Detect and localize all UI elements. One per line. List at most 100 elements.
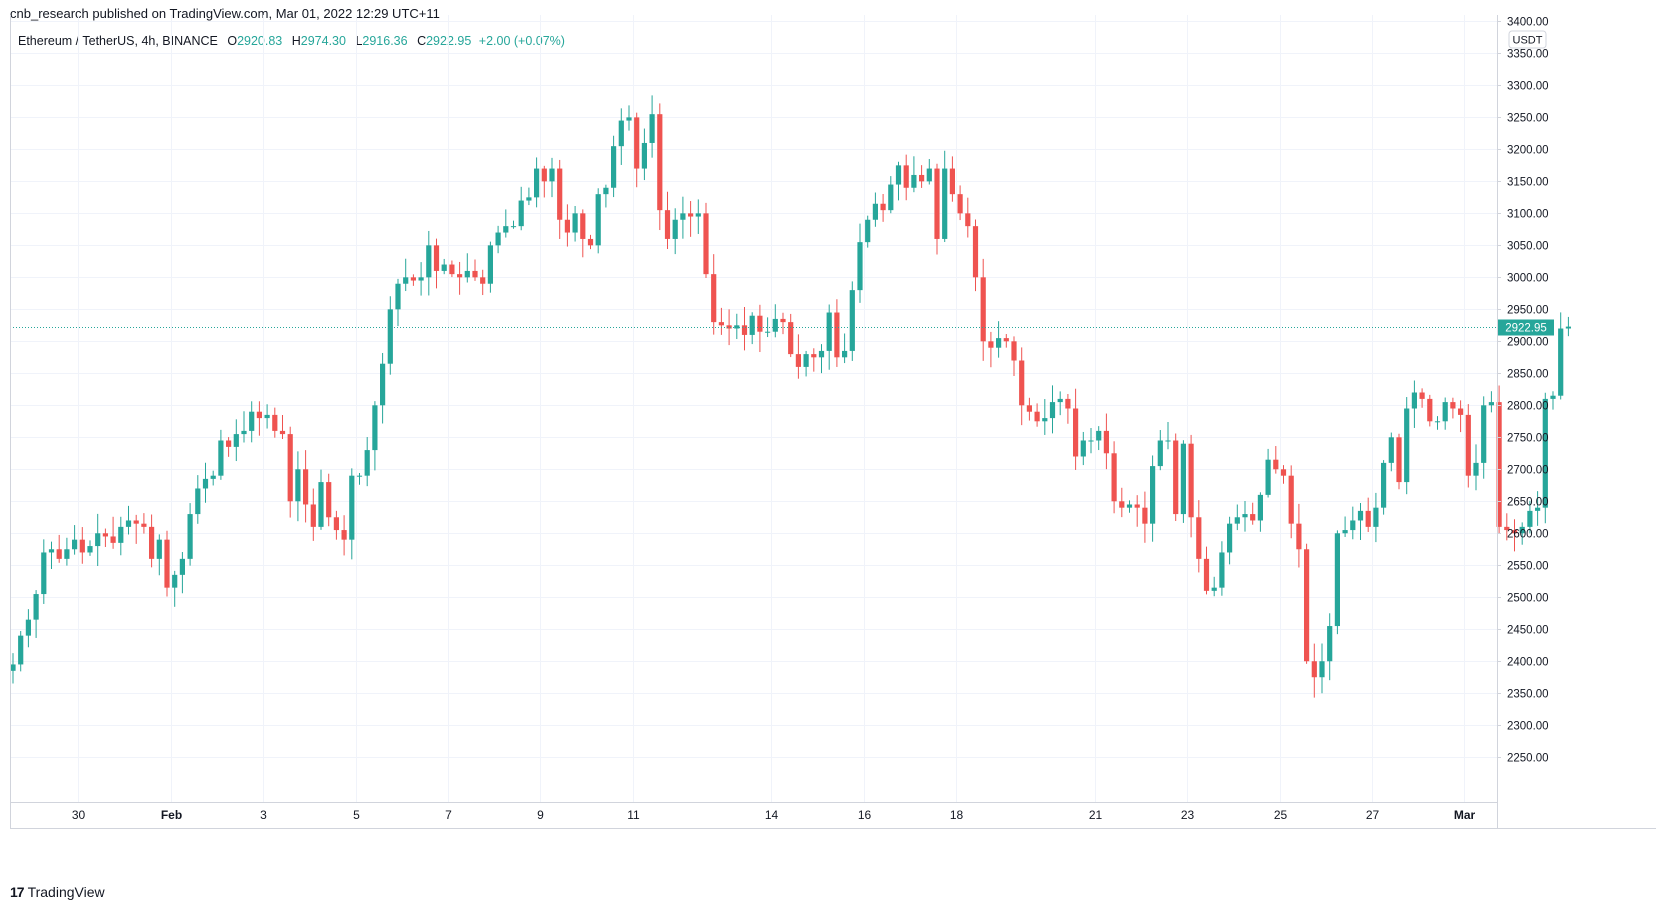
candle: [426, 230, 432, 296]
candle-body: [880, 203, 886, 211]
candle: [1288, 465, 1294, 539]
candle-body: [1319, 661, 1325, 678]
candle: [1319, 643, 1325, 694]
candle-body: [634, 117, 640, 169]
candle: [1311, 643, 1317, 698]
candle-body: [811, 354, 817, 358]
candle: [495, 225, 501, 254]
candle-body: [972, 226, 979, 278]
candle-body: [1558, 328, 1564, 396]
candle: [934, 163, 940, 255]
candle: [326, 473, 332, 527]
candle-body: [472, 270, 478, 278]
candle: [195, 475, 201, 524]
candle-body: [1026, 405, 1032, 412]
candle-body: [110, 536, 116, 543]
candle: [564, 204, 570, 247]
candle-body: [1434, 421, 1441, 423]
candle: [1273, 446, 1279, 474]
candle: [1381, 460, 1387, 515]
candle-body: [942, 168, 948, 239]
candle: [1065, 393, 1071, 424]
candle: [988, 331, 994, 368]
time-tick-label: Feb: [161, 808, 182, 822]
candle: [795, 334, 801, 379]
change-value: +2.00 (+0.07%): [478, 34, 565, 48]
candle: [1504, 513, 1510, 541]
time-tick-label: Mar: [1454, 808, 1476, 822]
candle-body: [1565, 326, 1571, 329]
candle: [110, 516, 116, 549]
candle-body: [587, 238, 594, 246]
candle: [1535, 491, 1541, 526]
tradingview-brand[interactable]: 17 TradingView: [10, 884, 105, 900]
candle-body: [1535, 507, 1541, 511]
candle-body: [1219, 552, 1225, 588]
candle-body: [1257, 494, 1263, 521]
candle: [1488, 391, 1494, 413]
candle: [1442, 397, 1448, 430]
candle-body: [1057, 398, 1063, 403]
candle: [1250, 502, 1256, 525]
candle-body: [10, 664, 16, 671]
candle-body: [518, 200, 524, 227]
candle: [1227, 516, 1233, 565]
candle-body: [680, 213, 686, 220]
candle-body: [1227, 523, 1233, 553]
candle-body: [1126, 504, 1133, 508]
candle: [672, 208, 678, 255]
candle-body: [364, 450, 370, 476]
candle: [688, 201, 694, 237]
candle: [1111, 441, 1117, 514]
candle-body: [911, 174, 917, 188]
candle-body: [295, 469, 301, 502]
candle: [18, 631, 24, 672]
candle-body: [133, 520, 139, 524]
candle: [441, 258, 447, 275]
candle: [557, 159, 563, 239]
candle: [210, 470, 216, 486]
candle-body: [1504, 526, 1510, 531]
candle: [534, 157, 540, 208]
candle: [695, 199, 701, 234]
candle: [118, 516, 124, 556]
candle: [364, 437, 370, 487]
candle: [996, 321, 1002, 358]
symbol-name[interactable]: Ethereum / TetherUS, 4h, BINANCE: [18, 34, 218, 48]
candle-body: [56, 549, 62, 559]
candle-body: [79, 539, 85, 553]
candle: [133, 514, 139, 544]
candle-body: [1550, 395, 1556, 399]
candle: [87, 540, 93, 556]
candle-body: [410, 277, 416, 281]
candle: [1088, 427, 1094, 454]
candle: [156, 534, 162, 576]
currency-badge[interactable]: USDT: [1508, 30, 1547, 49]
candle: [1211, 576, 1217, 597]
candle-body: [1165, 440, 1171, 442]
time-tick-label: 23: [1181, 808, 1195, 822]
candle: [857, 223, 863, 303]
candle-body: [1381, 462, 1387, 508]
candle: [1003, 334, 1009, 348]
candle-body: [1280, 469, 1287, 476]
price-tick-label: 2650.00: [1507, 497, 1549, 509]
candle-body: [1511, 530, 1518, 534]
candle-body: [1388, 437, 1394, 463]
price-tick-label: 2250.00: [1507, 753, 1549, 765]
candle-body: [1196, 517, 1202, 559]
candle: [911, 156, 917, 193]
candle: [1511, 519, 1518, 552]
candle: [356, 472, 363, 485]
candle-body: [1157, 440, 1163, 467]
candle-body: [1542, 398, 1548, 508]
candle-body: [888, 184, 894, 211]
candle: [1011, 336, 1017, 377]
candle: [457, 261, 463, 295]
time-tick-label: 27: [1366, 808, 1380, 822]
candle: [1342, 516, 1348, 537]
candle-body: [403, 277, 409, 284]
candle: [1558, 312, 1564, 400]
candle: [1096, 426, 1102, 451]
